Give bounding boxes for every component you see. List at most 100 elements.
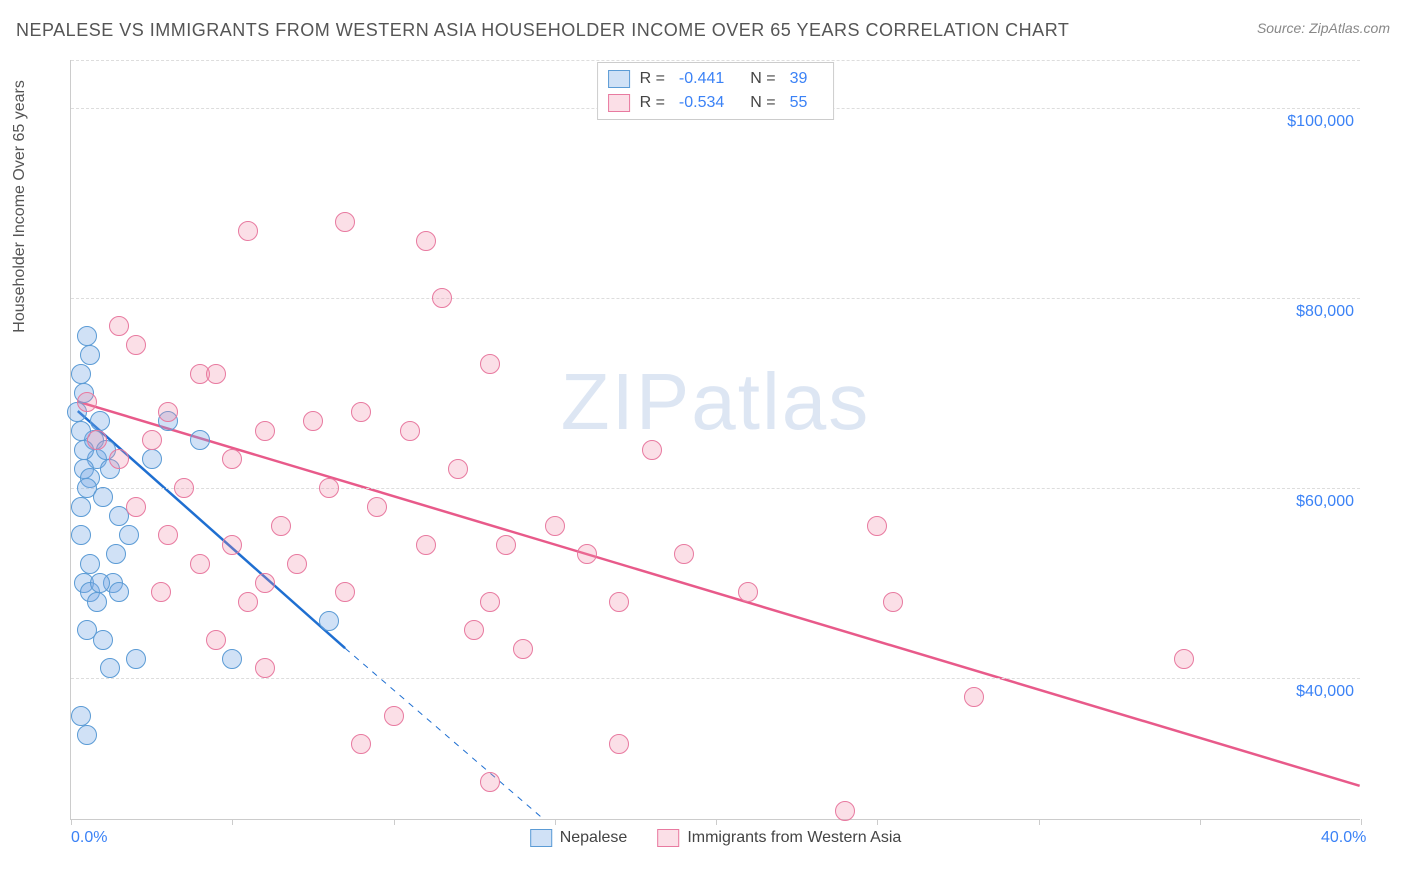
chart-area: Householder Income Over 65 years R = -0.… bbox=[50, 60, 1390, 840]
scatter-point bbox=[119, 525, 139, 545]
r-value-nepalese: -0.441 bbox=[679, 67, 724, 91]
scatter-point bbox=[883, 592, 903, 612]
scatter-point bbox=[71, 525, 91, 545]
scatter-point bbox=[80, 554, 100, 574]
scatter-point bbox=[319, 611, 339, 631]
n-value-western-asia: 55 bbox=[790, 91, 808, 115]
scatter-point bbox=[100, 658, 120, 678]
scatter-point bbox=[190, 430, 210, 450]
scatter-point bbox=[303, 411, 323, 431]
scatter-point bbox=[609, 592, 629, 612]
scatter-point bbox=[222, 649, 242, 669]
x-tick bbox=[394, 819, 395, 825]
scatter-point bbox=[367, 497, 387, 517]
scatter-point bbox=[142, 449, 162, 469]
scatter-point bbox=[238, 221, 258, 241]
legend-row-nepalese: R = -0.441 N = 39 bbox=[608, 67, 824, 91]
scatter-point bbox=[87, 430, 107, 450]
scatter-point bbox=[255, 573, 275, 593]
scatter-point bbox=[222, 535, 242, 555]
scatter-point bbox=[464, 620, 484, 640]
swatch-nepalese-icon bbox=[530, 829, 552, 847]
scatter-point bbox=[738, 582, 758, 602]
scatter-point bbox=[109, 316, 129, 336]
scatter-point bbox=[835, 801, 855, 821]
scatter-point bbox=[674, 544, 694, 564]
scatter-point bbox=[480, 354, 500, 374]
swatch-western-asia bbox=[608, 94, 630, 112]
x-tick bbox=[1361, 819, 1362, 825]
scatter-point bbox=[400, 421, 420, 441]
watermark: ZIPatlas bbox=[561, 356, 870, 448]
scatter-point bbox=[77, 392, 97, 412]
scatter-point bbox=[71, 364, 91, 384]
gridline bbox=[71, 60, 1360, 61]
chart-title: NEPALESE VS IMMIGRANTS FROM WESTERN ASIA… bbox=[16, 20, 1069, 41]
scatter-point bbox=[287, 554, 307, 574]
scatter-point bbox=[71, 497, 91, 517]
n-label: N = bbox=[750, 91, 775, 115]
scatter-point bbox=[142, 430, 162, 450]
chart-source: Source: ZipAtlas.com bbox=[1257, 20, 1390, 36]
scatter-point bbox=[480, 772, 500, 792]
x-tick-label: 0.0% bbox=[71, 829, 107, 847]
scatter-point bbox=[964, 687, 984, 707]
gridline bbox=[71, 298, 1360, 299]
scatter-point bbox=[190, 554, 210, 574]
scatter-point bbox=[126, 497, 146, 517]
legend-item-western-asia: Immigrants from Western Asia bbox=[657, 829, 901, 847]
scatter-point bbox=[87, 592, 107, 612]
scatter-point bbox=[642, 440, 662, 460]
x-tick bbox=[1039, 819, 1040, 825]
scatter-point bbox=[238, 592, 258, 612]
scatter-point bbox=[77, 725, 97, 745]
legend-row-western-asia: R = -0.534 N = 55 bbox=[608, 91, 824, 115]
series-legend: Nepalese Immigrants from Western Asia bbox=[530, 829, 902, 847]
r-label: R = bbox=[640, 67, 665, 91]
scatter-point bbox=[609, 734, 629, 754]
scatter-point bbox=[109, 582, 129, 602]
scatter-point bbox=[351, 402, 371, 422]
swatch-western-asia-icon bbox=[657, 829, 679, 847]
x-tick-label: 40.0% bbox=[1321, 829, 1366, 847]
scatter-point bbox=[90, 411, 110, 431]
scatter-point bbox=[545, 516, 565, 536]
scatter-point bbox=[513, 639, 533, 659]
n-label: N = bbox=[750, 67, 775, 91]
y-axis-label: Householder Income Over 65 years bbox=[11, 80, 29, 333]
scatter-point bbox=[448, 459, 468, 479]
scatter-point bbox=[77, 326, 97, 346]
scatter-point bbox=[416, 535, 436, 555]
scatter-point bbox=[106, 544, 126, 564]
scatter-point bbox=[496, 535, 516, 555]
scatter-point bbox=[80, 345, 100, 365]
scatter-point bbox=[416, 231, 436, 251]
scatter-point bbox=[480, 592, 500, 612]
scatter-point bbox=[126, 649, 146, 669]
scatter-point bbox=[1174, 649, 1194, 669]
r-label: R = bbox=[640, 91, 665, 115]
x-tick bbox=[716, 819, 717, 825]
x-tick bbox=[877, 819, 878, 825]
legend-label-nepalese: Nepalese bbox=[560, 829, 628, 847]
scatter-point bbox=[222, 449, 242, 469]
scatter-point bbox=[432, 288, 452, 308]
y-tick-label: $100,000 bbox=[1287, 113, 1354, 131]
scatter-point bbox=[158, 402, 178, 422]
scatter-point bbox=[867, 516, 887, 536]
x-tick bbox=[555, 819, 556, 825]
legend-item-nepalese: Nepalese bbox=[530, 829, 628, 847]
scatter-point bbox=[174, 478, 194, 498]
scatter-point bbox=[90, 573, 110, 593]
y-tick-label: $80,000 bbox=[1296, 303, 1354, 321]
scatter-point bbox=[351, 734, 371, 754]
scatter-point bbox=[206, 364, 226, 384]
x-tick bbox=[1200, 819, 1201, 825]
scatter-point bbox=[158, 525, 178, 545]
scatter-point bbox=[206, 630, 226, 650]
scatter-point bbox=[255, 421, 275, 441]
plot-region: R = -0.441 N = 39 R = -0.534 N = 55 ZIPa… bbox=[70, 60, 1360, 820]
gridline bbox=[71, 488, 1360, 489]
r-value-western-asia: -0.534 bbox=[679, 91, 724, 115]
scatter-point bbox=[255, 658, 275, 678]
